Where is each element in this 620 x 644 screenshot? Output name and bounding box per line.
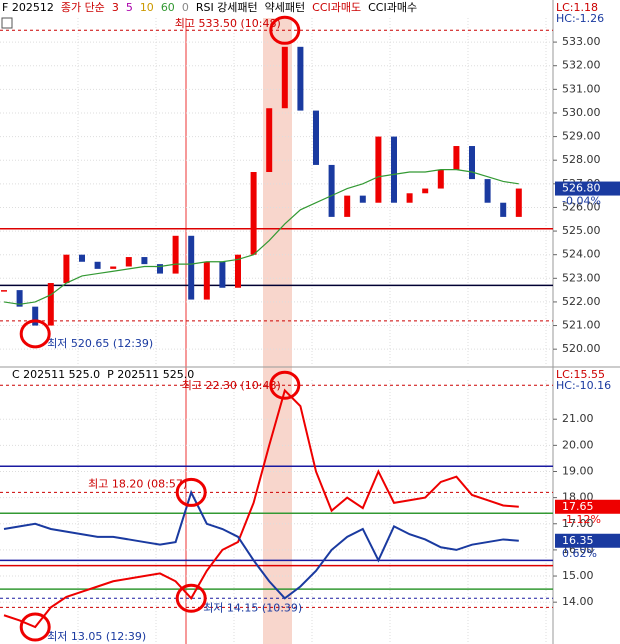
candle <box>406 193 413 203</box>
y-tick-label: 20.00 <box>562 438 594 451</box>
header-item: 종가 단순 <box>61 1 105 14</box>
candle <box>141 257 148 265</box>
candle <box>1 290 7 292</box>
y-tick-label: 532.00 <box>562 59 601 72</box>
header-item: 약세패턴 <box>265 0 305 14</box>
y-tick-label: 520.00 <box>562 342 601 355</box>
y-tick-label: 14.00 <box>562 595 594 608</box>
y-tick-label: 521.00 <box>562 319 601 332</box>
corner-label: HC:-1.26 <box>556 12 604 25</box>
price-tag <box>555 181 620 196</box>
candle <box>422 188 429 194</box>
candle <box>328 164 335 217</box>
y-tick-label: 529.00 <box>562 130 601 143</box>
candle <box>469 146 475 180</box>
highlight-circle <box>19 612 51 642</box>
corner-label: LC:15.55 <box>556 368 605 381</box>
annotation: 최고 22.30 (10:48) <box>182 379 281 392</box>
price-tag-change: -0.04% <box>562 195 601 208</box>
header-item: CCI과매도 <box>312 1 361 14</box>
price-tag-label: 526.80 <box>562 182 601 195</box>
candle <box>94 261 101 269</box>
annotation: 최고 533.50 (10:48) <box>175 17 281 30</box>
corner-label: LC:1.18 <box>556 1 598 14</box>
candle <box>375 136 382 203</box>
header-item: P 202511 525.0 <box>107 368 194 381</box>
annotation: 최저 13.05 (12:39) <box>47 630 146 643</box>
candle <box>359 195 366 203</box>
candle <box>500 202 507 217</box>
candle <box>172 235 179 274</box>
header-item: 3 <box>112 1 119 14</box>
candle <box>47 283 54 326</box>
header-item: F 202512 <box>2 1 54 14</box>
candle <box>63 254 70 284</box>
header-item: RSI 강세패턴 <box>196 1 258 14</box>
candle <box>344 195 351 217</box>
y-tick-label: 21.00 <box>562 412 594 425</box>
candle <box>235 254 241 288</box>
candle <box>125 257 132 267</box>
price-tag-change: -1.12% <box>562 513 601 526</box>
highlight-circle <box>175 583 207 613</box>
candle <box>453 146 460 170</box>
y-tick-label: 522.00 <box>562 295 601 308</box>
price-tag <box>555 499 620 514</box>
candle <box>281 46 288 109</box>
price-tag-change: 0.62% <box>562 547 597 560</box>
candle <box>297 46 304 111</box>
y-tick-label: 17.00 <box>562 517 594 530</box>
candle <box>391 136 397 203</box>
y-tick-label: 533.00 <box>562 35 601 48</box>
header-item: CCI과매수 <box>368 1 417 14</box>
highlight-circle <box>269 370 301 400</box>
candle <box>188 235 195 300</box>
price-line <box>3 489 519 600</box>
y-tick-label: 526.00 <box>562 200 601 213</box>
header-item: 5 <box>126 1 133 14</box>
price-tag <box>555 533 620 548</box>
highlight-circle <box>269 15 301 45</box>
header-item: 60 <box>161 1 175 14</box>
y-tick-label: 525.00 <box>562 224 601 237</box>
y-tick-label: 531.00 <box>562 82 601 95</box>
y-tick-label: 528.00 <box>562 153 601 166</box>
y-tick-label: 523.00 <box>562 271 601 284</box>
moving-average <box>3 169 519 305</box>
y-tick-label: 524.00 <box>562 248 601 261</box>
candle <box>157 264 163 274</box>
y-tick-label: 530.00 <box>562 106 601 119</box>
header-item: C 202511 525.0 <box>12 368 100 381</box>
corner-label: HC:-10.16 <box>556 379 611 392</box>
candle <box>203 261 210 300</box>
highlight-circle <box>175 477 207 507</box>
candle <box>250 172 257 255</box>
header-item: 0 <box>182 1 189 14</box>
price-line <box>3 388 519 629</box>
candle <box>515 188 522 217</box>
annotation: 최고 18.20 (08:57) <box>88 477 187 490</box>
annotation: 최저 520.65 (12:39) <box>47 337 153 350</box>
header-item: 10 <box>140 1 154 14</box>
candle <box>484 179 491 203</box>
candle <box>32 306 39 326</box>
candle <box>313 110 319 165</box>
highlight-circle <box>19 319 51 349</box>
candle <box>79 254 85 262</box>
price-tag-label: 17.65 <box>562 500 594 513</box>
y-tick-label: 19.00 <box>562 464 594 477</box>
price-tag-label: 16.35 <box>562 534 594 547</box>
candle <box>110 266 117 269</box>
candle <box>219 261 226 288</box>
candle <box>266 108 273 173</box>
candle <box>16 290 23 307</box>
candle <box>437 169 444 189</box>
menu-icon <box>1 17 13 29</box>
y-tick-label: 15.00 <box>562 569 594 582</box>
annotation: 최저 14.15 (10:39) <box>203 601 302 614</box>
